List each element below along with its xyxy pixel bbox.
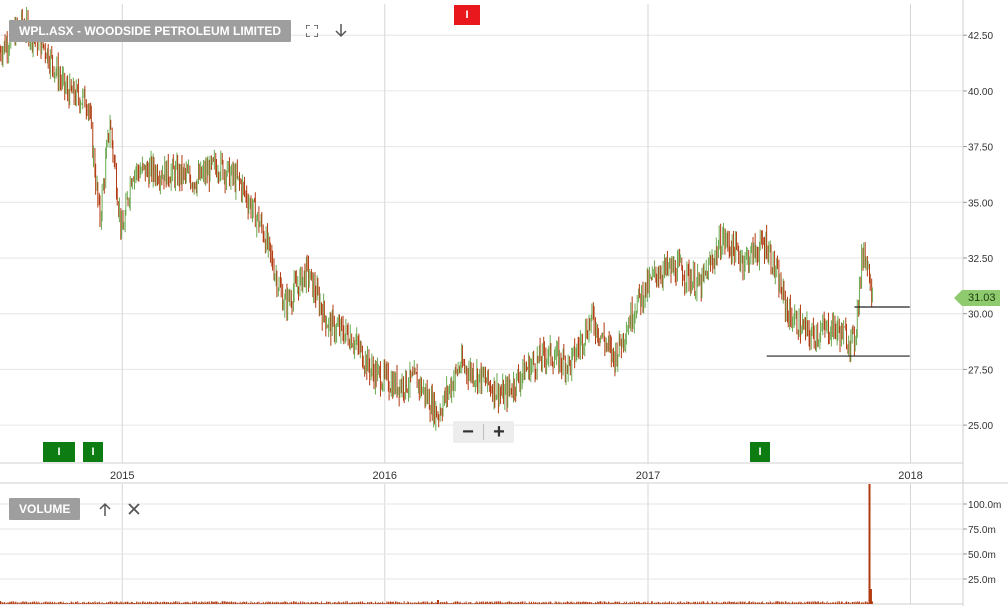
- arrow-up-icon[interactable]: [97, 500, 113, 518]
- volume-tick-label: 50.0m: [968, 550, 996, 561]
- event-marker[interactable]: I: [750, 442, 770, 462]
- fullscreen-icon[interactable]: [304, 22, 320, 40]
- zoom-in-button[interactable]: +: [493, 421, 505, 443]
- x-tick-label: 2017: [636, 470, 660, 482]
- arrow-down-icon[interactable]: [333, 21, 349, 41]
- close-icon[interactable]: [126, 500, 142, 518]
- x-tick-label: 2015: [110, 470, 134, 482]
- x-tick-label: 2016: [373, 470, 397, 482]
- volume-spike: [868, 484, 871, 604]
- volume-bars: [0, 484, 873, 604]
- y-tick-label: 25.00: [968, 421, 993, 432]
- y-tick-label: 30.00: [968, 310, 993, 321]
- y-tick-label: 40.00: [968, 87, 993, 98]
- volume-tick-label: 25.0m: [968, 575, 996, 586]
- volume-spike: [0, 601, 1, 604]
- y-tick-label: 32.50: [968, 254, 993, 265]
- last-price-tag: 31.03: [954, 290, 1000, 306]
- zoom-controls: − +: [453, 421, 514, 443]
- y-tick-label: 42.50: [968, 31, 993, 42]
- volume-tick-label: 75.0m: [968, 525, 996, 536]
- top-marker[interactable]: I: [454, 5, 480, 25]
- event-marker[interactable]: I: [43, 442, 75, 462]
- zoom-separator: [483, 424, 484, 440]
- y-tick-label: 35.00: [968, 198, 993, 209]
- zoom-out-button[interactable]: −: [462, 421, 474, 443]
- volume-title: VOLUME: [9, 498, 81, 520]
- y-tick-label: 37.50: [968, 143, 993, 154]
- volume-spike: [869, 589, 872, 604]
- x-tick-label: 2018: [898, 470, 922, 482]
- volume-tick-label: 100.0m: [968, 500, 1001, 511]
- volume-spike: [436, 600, 439, 604]
- y-tick-label: 27.50: [968, 365, 993, 376]
- price-bars: [0, 6, 873, 431]
- event-marker[interactable]: I: [83, 442, 103, 462]
- symbol-title: WPL.ASX - WOODSIDE PETROLEUM LIMITED: [9, 20, 291, 42]
